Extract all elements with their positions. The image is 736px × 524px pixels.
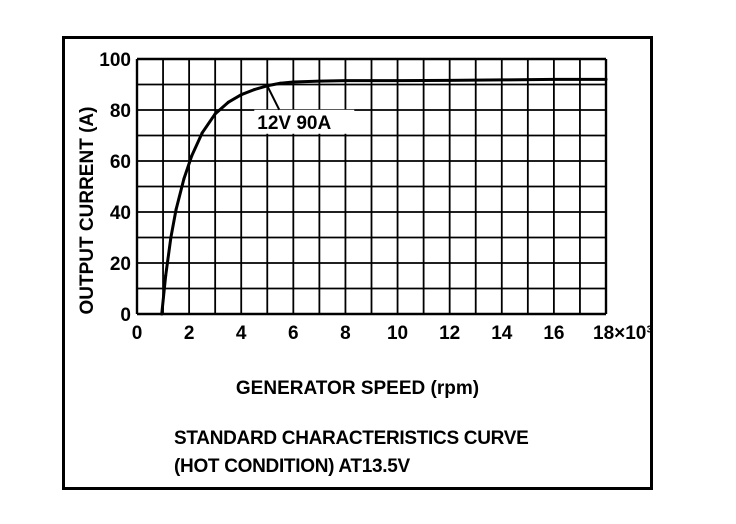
data-point bbox=[604, 77, 608, 81]
data-point bbox=[213, 112, 217, 116]
data-point bbox=[317, 79, 321, 83]
y-tick-label: 100 bbox=[99, 50, 131, 71]
data-point bbox=[396, 79, 400, 83]
data-point bbox=[169, 236, 173, 239]
data-point bbox=[200, 131, 204, 135]
x-tick-label: 8 bbox=[340, 323, 351, 344]
chart-frame bbox=[62, 36, 653, 490]
data-point bbox=[500, 78, 504, 82]
data-point bbox=[252, 88, 256, 92]
series-curve bbox=[160, 77, 608, 316]
x-tick-label: 12 bbox=[439, 323, 460, 344]
annotation-label: 12V 90A bbox=[257, 113, 331, 134]
caption-line-2: (HOT CONDITION) AT13.5V bbox=[174, 456, 410, 477]
x-axis-title: GENERATOR SPEED (rpm) bbox=[236, 378, 479, 399]
x-tick-label: 18×10³ bbox=[593, 323, 653, 344]
y-tick-label: 80 bbox=[110, 101, 131, 122]
data-point bbox=[552, 77, 556, 81]
data-point bbox=[291, 80, 295, 84]
data-point bbox=[278, 81, 282, 85]
series-layer bbox=[160, 77, 608, 316]
grid-layer bbox=[135, 57, 608, 316]
caption-line-1: STANDARD CHARACTERISTICS CURVE bbox=[174, 428, 529, 449]
y-tick-label: 0 bbox=[120, 305, 131, 326]
data-point bbox=[190, 154, 194, 158]
x-tick-label: 10 bbox=[387, 323, 408, 344]
y-tick-label: 60 bbox=[110, 152, 131, 173]
y-axis-title: OUTPUT CURRENT (A) bbox=[77, 107, 98, 315]
x-tick-label: 2 bbox=[184, 323, 195, 344]
axis-layer: 0 2 4 6 8 10 12 14 16 18×10³ 0 20 40 60 80 100 OUTPUT CU… bbox=[77, 50, 653, 399]
x-tick-label: 14 bbox=[491, 323, 513, 344]
data-point bbox=[182, 177, 186, 181]
data-point bbox=[174, 207, 178, 211]
data-point bbox=[239, 93, 243, 97]
y-tick-label: 40 bbox=[110, 203, 131, 224]
x-tick-label: 4 bbox=[236, 323, 247, 344]
data-point bbox=[343, 79, 347, 83]
x-tick-label: 6 bbox=[288, 323, 299, 344]
data-point bbox=[160, 312, 164, 316]
data-point bbox=[448, 78, 452, 82]
annotation-background bbox=[254, 109, 355, 134]
x-tick-label: 0 bbox=[132, 323, 143, 344]
label-layer: 12V 90A bbox=[254, 85, 355, 134]
annotation-leader bbox=[266, 85, 281, 111]
data-point bbox=[164, 274, 168, 278]
y-tick-label: 20 bbox=[110, 254, 131, 275]
x-tick-label: 16 bbox=[543, 323, 564, 344]
data-point bbox=[226, 100, 230, 104]
